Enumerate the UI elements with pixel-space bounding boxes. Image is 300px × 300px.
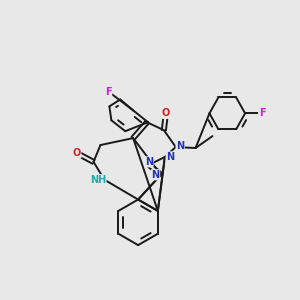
- Text: O: O: [73, 148, 81, 158]
- Text: O: O: [162, 108, 170, 118]
- Text: NH: NH: [90, 175, 106, 185]
- Text: F: F: [105, 86, 112, 97]
- Text: N: N: [166, 152, 174, 162]
- Text: N: N: [152, 170, 160, 180]
- Text: F: F: [259, 108, 265, 118]
- Text: N: N: [176, 141, 184, 151]
- Text: N: N: [145, 157, 153, 167]
